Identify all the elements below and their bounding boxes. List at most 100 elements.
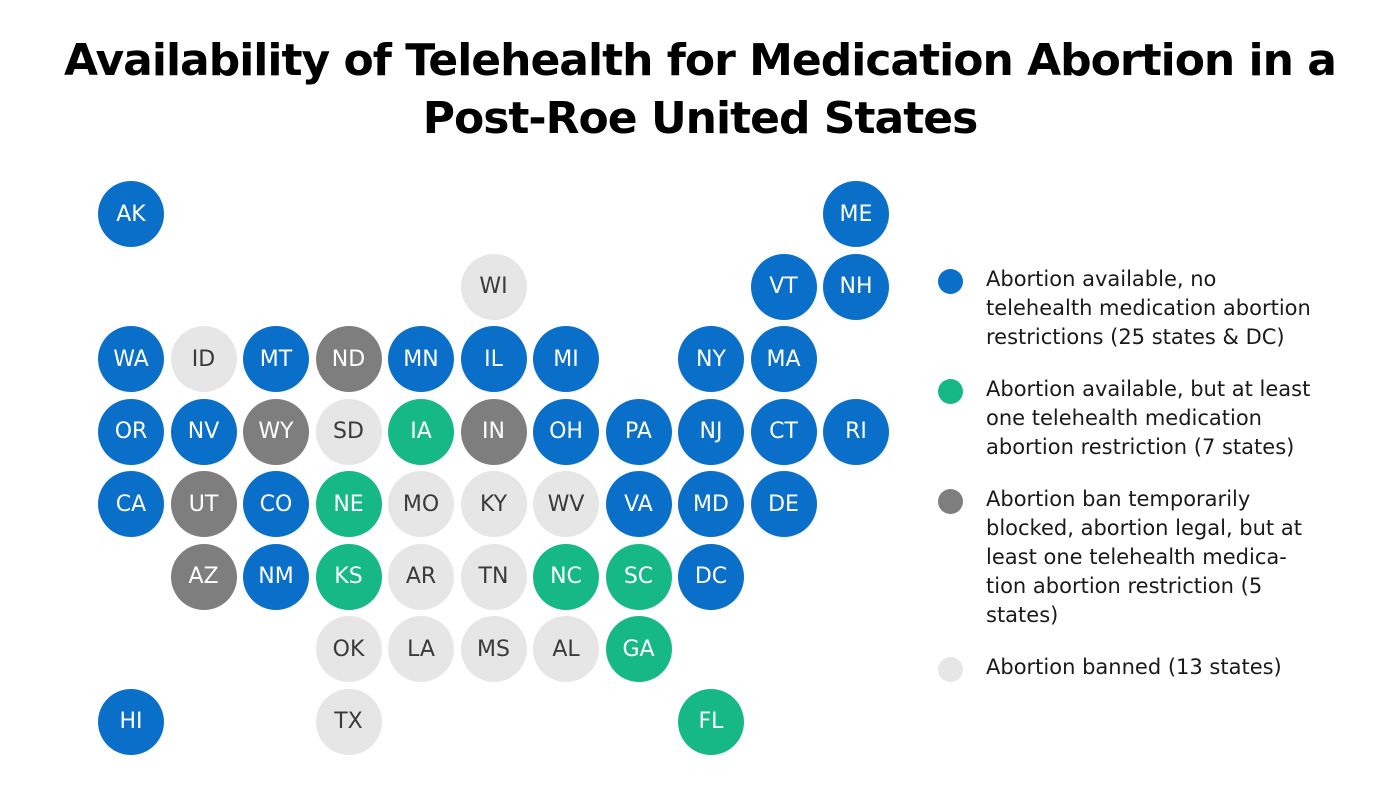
state-code-label: WA [113, 346, 149, 372]
state-code-label: GA [622, 636, 655, 662]
state-tile-va: VA [605, 471, 672, 537]
state-code-label: MD [693, 491, 729, 517]
state-tile-mo: MO [388, 471, 454, 537]
state-code-label: ID [191, 346, 216, 372]
state-code-label: WI [479, 274, 508, 299]
legend-label: Abortion banned (13 states) [986, 653, 1366, 682]
state-tile-ct: CT [750, 398, 817, 465]
state-tile-sc: SC [605, 543, 672, 610]
legend-label-line: blocked, abortion legal, but at [986, 516, 1302, 540]
state-code-label: VT [769, 274, 798, 299]
state-code-label: NC [550, 564, 582, 589]
state-tile-nm: NM [243, 543, 309, 610]
state-tile-az: AZ [170, 543, 237, 610]
state-tile-md: MD [678, 471, 744, 537]
state-code-label: MT [259, 346, 293, 372]
state-code-label: NE [333, 491, 364, 517]
state-code-label: CO [259, 491, 293, 517]
legend-label-line: Abortion banned (13 states) [986, 655, 1282, 679]
state-tile-mn: MN [388, 326, 454, 392]
state-tile-oh: OH [533, 398, 599, 465]
state-code-label: CA [115, 491, 147, 517]
state-code-label: CT [769, 419, 798, 444]
state-tile-nh: NH [823, 253, 889, 320]
state-code-label: OH [549, 419, 583, 444]
state-code-label: NY [696, 346, 726, 372]
legend-swatch [938, 379, 963, 404]
state-code-label: OK [332, 636, 365, 662]
state-tile-wa: WA [98, 326, 164, 392]
state-tile-wy: WY [243, 398, 309, 465]
legend-label-line: telehealth medication abortion [986, 296, 1311, 320]
state-code-label: PA [625, 419, 652, 444]
state-tile-de: DE [750, 471, 817, 537]
state-code-label: IA [410, 419, 432, 444]
legend-label-line: least one telehealth medica- [986, 545, 1287, 569]
state-code-label: NH [839, 274, 873, 299]
legend-label: Abortion ban temporarily blocked, abortio… [986, 485, 1366, 630]
state-code-label: KS [334, 564, 363, 589]
legend-label-line: Abortion ban temporarily [986, 487, 1251, 511]
legend-swatch [938, 489, 963, 514]
state-tile-sd: SD [315, 398, 382, 465]
state-code-label: MN [403, 346, 439, 372]
state-code-label: RI [845, 419, 867, 444]
legend-label-line: Abortion available, but at least [986, 377, 1311, 401]
state-code-label: AR [405, 564, 437, 589]
legend-label-line: restrictions (25 states & DC) [986, 325, 1285, 349]
state-code-label: LA [407, 636, 435, 662]
map-title: Availability of Telehealth for Medicatio… [0, 32, 1400, 148]
state-tile-ma: MA [750, 326, 817, 392]
map-title-line-2: Post-Roe United States [422, 93, 979, 144]
legend-label-line: Abortion available, no [986, 267, 1217, 291]
state-code-label: ME [839, 201, 873, 227]
state-code-label: IN [482, 419, 505, 444]
state-tile-tn: TN [460, 543, 527, 610]
state-code-label: AK [116, 201, 146, 227]
state-code-label: SC [623, 564, 654, 589]
state-code-label: OR [114, 419, 148, 444]
legend-swatch [938, 657, 963, 682]
state-tile-in: IN [460, 398, 527, 465]
state-tile-vt: VT [750, 253, 817, 320]
state-tile-il: IL [460, 326, 527, 392]
state-tile-al: AL [533, 616, 599, 682]
state-tile-co: CO [243, 471, 309, 537]
state-code-label: MS [477, 636, 510, 662]
state-code-label: KY [479, 491, 508, 517]
state-code-label: WV [547, 491, 585, 517]
state-code-label: MI [553, 346, 579, 372]
state-tile-la: LA [388, 616, 454, 682]
state-tile-dc: DC [678, 543, 744, 610]
state-code-label: DE [768, 491, 799, 517]
legend-label-line: tion abortion restriction (5 [986, 574, 1263, 598]
state-tile-mt: MT [243, 326, 309, 392]
state-tile-or: OR [98, 398, 164, 465]
state-tile-hi: HI [98, 688, 164, 755]
state-code-label: VA [624, 491, 653, 517]
legend-label-line: one telehealth medication [986, 406, 1262, 430]
state-code-label: NM [258, 564, 294, 589]
legend-label: Abortion available, no telehealth medicat… [986, 265, 1366, 352]
state-tile-nc: NC [533, 543, 599, 610]
state-tile-me: ME [823, 181, 889, 247]
state-code-label: WY [258, 419, 294, 444]
state-tile-ms: MS [460, 616, 527, 682]
state-code-label: IL [484, 346, 503, 372]
state-code-label: AL [552, 636, 580, 662]
state-code-label: AZ [188, 564, 219, 589]
state-code-label: DC [694, 564, 728, 589]
state-tile-ne: NE [315, 471, 382, 537]
state-tile-wv: WV [533, 471, 599, 537]
state-tile-nj: NJ [678, 398, 744, 465]
state-code-label: UT [188, 491, 219, 517]
legend-label-line: abortion restriction (7 states) [986, 435, 1295, 459]
state-tile-ok: OK [315, 616, 382, 682]
state-tile-wi: WI [460, 253, 527, 320]
state-tile-ky: KY [460, 471, 527, 537]
state-tile-ga: GA [605, 616, 672, 682]
state-code-label: MA [766, 346, 801, 372]
state-tile-pa: PA [605, 398, 672, 465]
state-tile-tx: TX [315, 688, 382, 755]
